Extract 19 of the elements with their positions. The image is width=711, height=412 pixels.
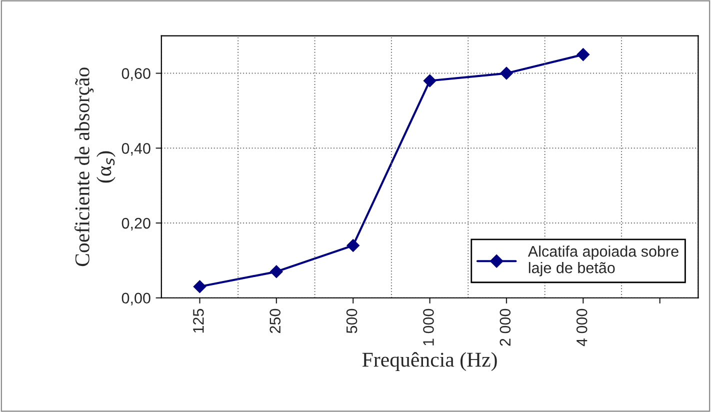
- point: [346, 239, 360, 252]
- x-tick-label: 2 000: [500, 308, 511, 346]
- x-tick-label: 125: [193, 308, 204, 333]
- point: [193, 280, 206, 294]
- point: [423, 74, 436, 88]
- x-tick-label: 4 000: [576, 308, 588, 346]
- y-tick-label: 0,00: [122, 292, 150, 306]
- x-tick-label: 500: [346, 308, 358, 334]
- point: [576, 48, 590, 61]
- point: [270, 265, 283, 278]
- x-tick-label: 1 000: [423, 308, 434, 346]
- y-tick-label: 0,60: [122, 68, 150, 81]
- y-axis-title: Coeficiente de absorção (α$_{s}$): [74, 68, 116, 266]
- y-tick-label: 0,40: [122, 143, 150, 156]
- point: [500, 66, 513, 80]
- legend-label: Alcatifa apoiada sobre laje de betão: [528, 246, 678, 276]
- y-tick-label: 0,20: [122, 218, 150, 230]
- x-axis-title: Frequência (Hz): [362, 352, 497, 372]
- x-tick-label: 250: [270, 308, 281, 334]
